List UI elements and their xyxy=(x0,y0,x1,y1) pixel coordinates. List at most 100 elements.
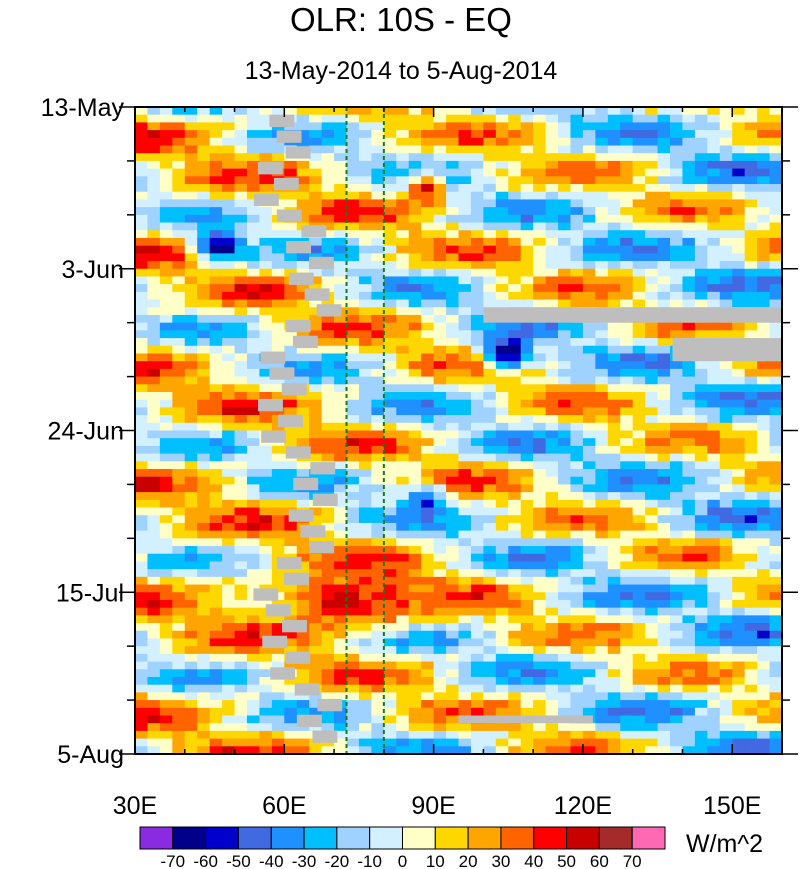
field-cell xyxy=(358,476,372,486)
field-cell xyxy=(135,114,149,123)
field-cell xyxy=(396,507,410,516)
field-cell xyxy=(558,707,572,717)
field-cell xyxy=(309,376,323,385)
field-cell xyxy=(682,438,696,447)
field-cell xyxy=(620,707,634,717)
field-cell xyxy=(670,445,684,455)
field-cell xyxy=(545,261,559,270)
field-cell xyxy=(334,261,348,270)
field-cell xyxy=(433,130,447,139)
field-cell xyxy=(371,114,385,123)
field-cell xyxy=(757,707,771,717)
field-cell xyxy=(757,484,771,493)
field-cell xyxy=(545,484,559,493)
field-cell xyxy=(135,499,149,509)
field-cell xyxy=(533,569,547,578)
field-cell xyxy=(246,168,261,177)
field-cell xyxy=(533,492,547,501)
field-cell xyxy=(545,353,559,362)
field-cell xyxy=(545,584,559,593)
field-cell xyxy=(719,268,733,278)
field-cell xyxy=(334,322,348,331)
field-cell xyxy=(246,638,261,647)
field-cell xyxy=(670,245,684,254)
field-cell xyxy=(533,345,547,355)
field-cell xyxy=(246,646,261,655)
field-cell xyxy=(458,207,472,216)
field-cell xyxy=(483,507,497,516)
missing-data-band xyxy=(458,715,593,724)
field-cell xyxy=(570,160,584,170)
field-cell xyxy=(483,599,497,609)
field-cell xyxy=(159,484,173,493)
field-cell xyxy=(533,746,547,754)
field-cell xyxy=(595,723,609,732)
field-cell xyxy=(346,599,360,609)
field-cell xyxy=(159,160,173,170)
field-cell xyxy=(682,646,696,655)
colorbar-label: -60 xyxy=(193,852,218,869)
field-cell xyxy=(694,361,708,370)
field-cell xyxy=(159,222,173,231)
field-cell xyxy=(234,353,248,362)
field-cell xyxy=(309,237,323,247)
field-cell xyxy=(545,700,559,709)
field-cell xyxy=(620,684,634,693)
field-cell xyxy=(632,715,646,724)
field-cell xyxy=(719,700,733,709)
field-cell xyxy=(483,553,497,563)
field-cell xyxy=(694,692,708,701)
field-cell xyxy=(197,700,211,709)
field-cell xyxy=(769,730,782,740)
field-cell xyxy=(533,553,547,563)
field-cell xyxy=(358,723,372,732)
field-cell xyxy=(620,299,634,308)
field-cell xyxy=(719,515,733,524)
field-cell xyxy=(209,153,223,162)
field-cell xyxy=(222,338,236,347)
field-cell xyxy=(458,684,472,693)
field-cell xyxy=(147,230,161,239)
field-cell xyxy=(246,669,261,678)
field-cell xyxy=(433,561,447,570)
field-cell xyxy=(645,669,659,678)
field-cell xyxy=(309,723,323,732)
field-cell xyxy=(159,599,173,609)
field-cell xyxy=(334,615,348,624)
field-cell xyxy=(458,353,472,362)
field-cell xyxy=(757,584,771,593)
field-cell xyxy=(222,630,236,640)
field-cell xyxy=(408,515,422,524)
field-cell xyxy=(197,338,211,347)
field-cell xyxy=(558,630,572,640)
field-cell xyxy=(470,669,484,678)
field-cell xyxy=(595,499,609,509)
field-cell xyxy=(520,676,534,686)
field-cell xyxy=(657,276,671,285)
field-cell xyxy=(582,607,596,616)
field-cell xyxy=(408,160,422,170)
field-cell xyxy=(558,515,572,524)
field-cell xyxy=(309,515,323,524)
field-cell xyxy=(719,638,733,647)
field-cell xyxy=(334,646,348,655)
field-cell xyxy=(334,584,348,593)
field-cell xyxy=(446,261,460,270)
field-cell xyxy=(209,469,223,478)
field-cell xyxy=(135,607,149,616)
field-cell xyxy=(595,438,609,447)
field-cell xyxy=(271,499,285,509)
field-cell xyxy=(670,145,684,154)
field-cell xyxy=(184,291,198,301)
field-cell xyxy=(172,345,186,355)
field-cell xyxy=(508,738,522,747)
field-cell xyxy=(483,576,497,586)
field-cell xyxy=(296,492,310,501)
field-cell xyxy=(358,122,372,131)
field-cell xyxy=(234,584,248,593)
field-cell xyxy=(284,469,298,478)
field-cell xyxy=(682,368,696,378)
field-cell xyxy=(545,607,559,616)
field-cell xyxy=(197,261,211,270)
field-cell xyxy=(383,199,397,208)
